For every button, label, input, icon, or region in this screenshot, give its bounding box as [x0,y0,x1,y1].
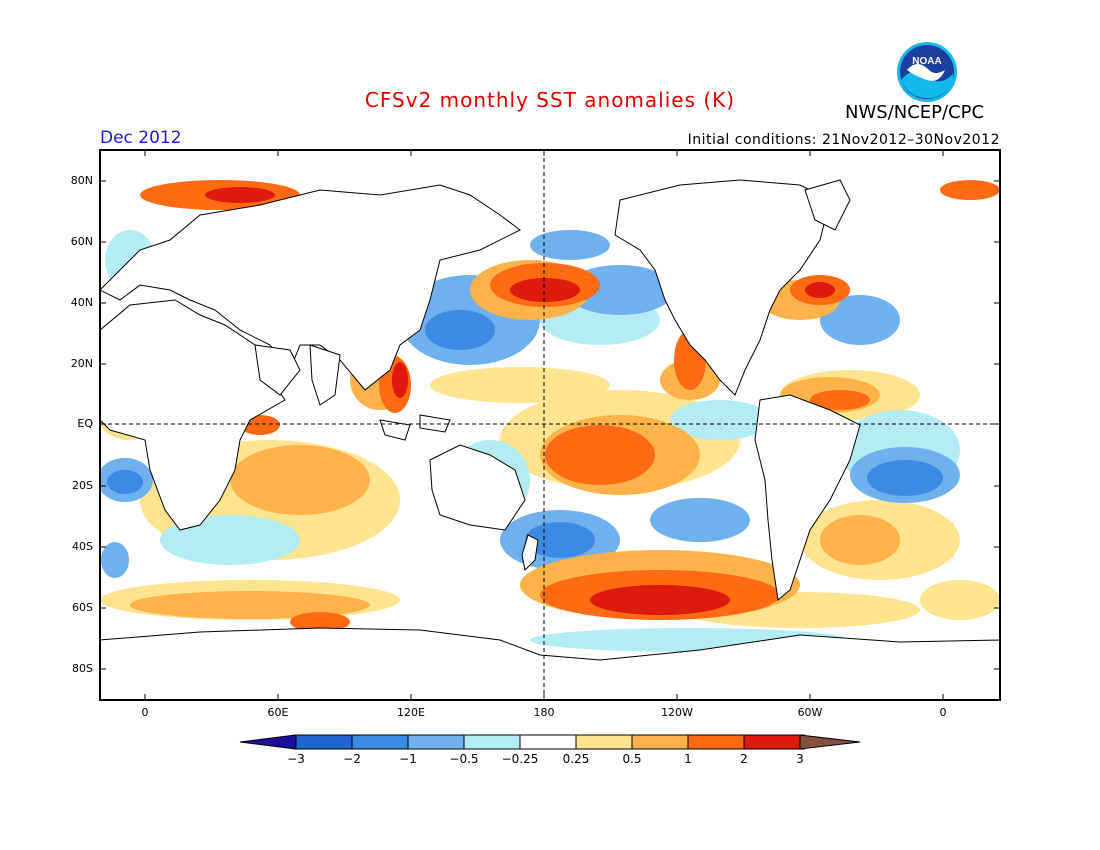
colorbar-label: −2 [343,752,361,766]
coastlines [101,179,1000,699]
latitude-ticks [100,180,1000,670]
forecast-month-label: Dec 2012 [100,128,182,148]
lon-label: 120E [397,706,425,719]
lat-label: 40N [70,296,93,309]
map-frame [99,149,1001,701]
colorbar-bin [407,734,465,750]
lat-label: 80S [72,662,93,675]
very-warm-anomalies [205,187,835,615]
lat-label: 20S [72,479,93,492]
colorbar-label: −3 [287,752,305,766]
noaa-logo: NOAA [897,42,957,102]
colorbar-label: −0.5 [449,752,479,766]
colorbar-bin [351,734,409,750]
lon-label: 120W [661,706,693,719]
lon-label: 60E [267,706,289,719]
lon-label: 0 [939,706,947,719]
colorbar-bin [463,734,521,750]
colorbar-label: 2 [740,752,748,766]
colorbar-label: −0.25 [501,752,539,766]
noaa-logo-text: NOAA [912,56,941,67]
longitude-ticks [144,150,944,700]
initial-conditions-label: Initial conditions: 21Nov2012–30Nov2012 [687,132,1000,148]
colorbar-bin [295,734,353,750]
colorbar [239,734,861,750]
colorbar-bin [575,734,633,750]
colorbar-low-arrow [239,734,297,750]
lat-label: 80N [70,174,93,187]
lat-label: EQ [77,417,93,430]
lat-label: 60S [72,601,93,614]
colorbar-label: 0.5 [622,752,642,766]
lon-label: 180 [533,706,555,719]
colorbar-label: 3 [796,752,804,766]
colorbar-label: 1 [684,752,692,766]
agency-label: NWS/NCEP/CPC [845,102,985,123]
colorbar-bin [687,734,745,750]
colorbar-high-arrow [799,734,861,750]
colorbar-bin [519,734,577,750]
lon-label: 60W [797,706,823,719]
lon-label: 0 [141,706,149,719]
colorbar-bin [743,734,801,750]
colorbar-bin [631,734,689,750]
map-title: CFSv2 monthly SST anomalies (K) [364,88,736,112]
lat-label: 40S [72,540,93,553]
lat-label: 60N [70,235,93,248]
strong-cold-anomalies [107,310,943,558]
lat-label: 20N [70,357,93,370]
colorbar-label: −1 [399,752,417,766]
colorbar-label: 0.25 [562,752,590,766]
